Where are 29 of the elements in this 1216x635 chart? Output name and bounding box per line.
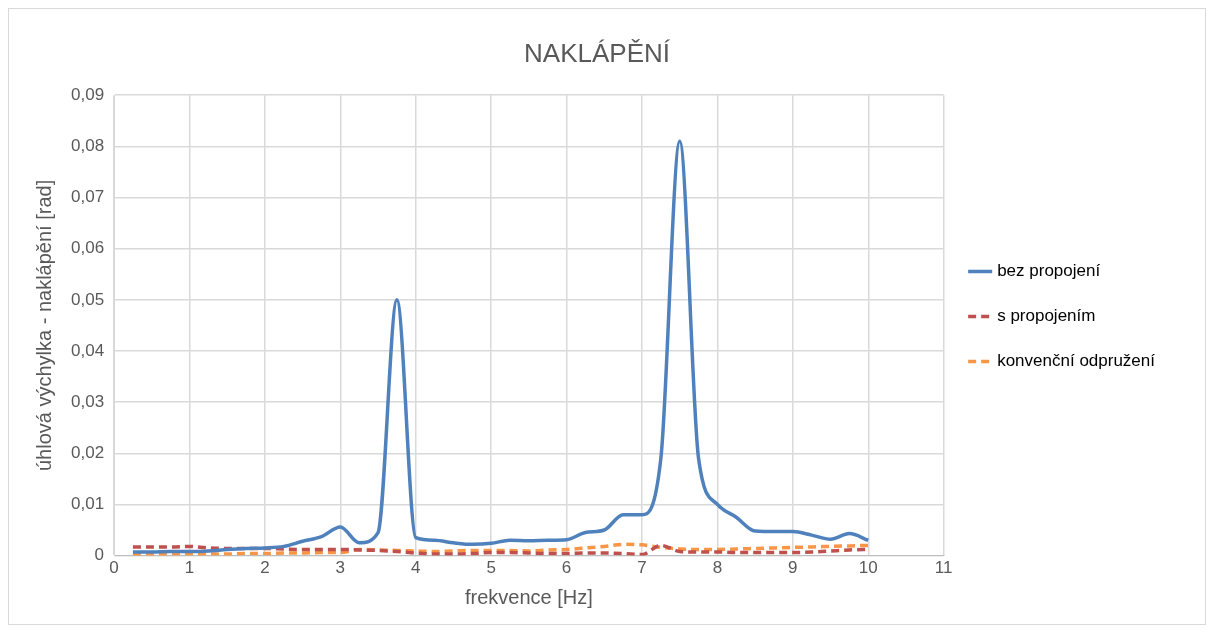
y-tick-label: 0,02 [70, 442, 105, 462]
x-tick-label: 5 [486, 558, 496, 578]
x-tick-label: 1 [184, 558, 195, 578]
y-tick-label: 0,05 [70, 289, 105, 309]
x-tick-label: 4 [411, 558, 421, 578]
y-tick-label: 0,06 [70, 238, 105, 258]
x-tick-label: 9 [788, 558, 798, 578]
y-tick-label: 0,03 [70, 391, 105, 411]
x-tick-label: 10 [858, 558, 878, 578]
legend-label: s propojením [997, 306, 1096, 326]
y-tick-label: 0,09 [70, 84, 105, 104]
chart-title: NAKLÁPĚNÍ [524, 37, 671, 68]
y-tick-label: 0 [94, 545, 105, 565]
x-tick-label: 8 [712, 558, 723, 578]
y-tick-label: 0,07 [70, 187, 105, 207]
y-axis-title: úhlová výchylka - naklápění [rad] [32, 179, 55, 472]
x-axis-title: frekvence [Hz] [464, 585, 593, 608]
x-tick-label: 11 [934, 558, 953, 578]
x-tick-label: 0 [109, 558, 119, 578]
x-tick-label: 2 [260, 558, 270, 578]
legend-label: bez propojení [997, 261, 1101, 281]
y-tick-label: 0,01 [70, 494, 105, 514]
y-tick-label: 0,04 [70, 340, 105, 360]
y-tick-label: 0,08 [70, 136, 105, 156]
legend-label: konvenční odpružení [997, 351, 1156, 371]
x-tick-label: 6 [561, 558, 572, 578]
x-tick-label: 7 [637, 558, 647, 578]
line-series [131, 139, 870, 554]
x-tick-label: 3 [335, 558, 346, 578]
